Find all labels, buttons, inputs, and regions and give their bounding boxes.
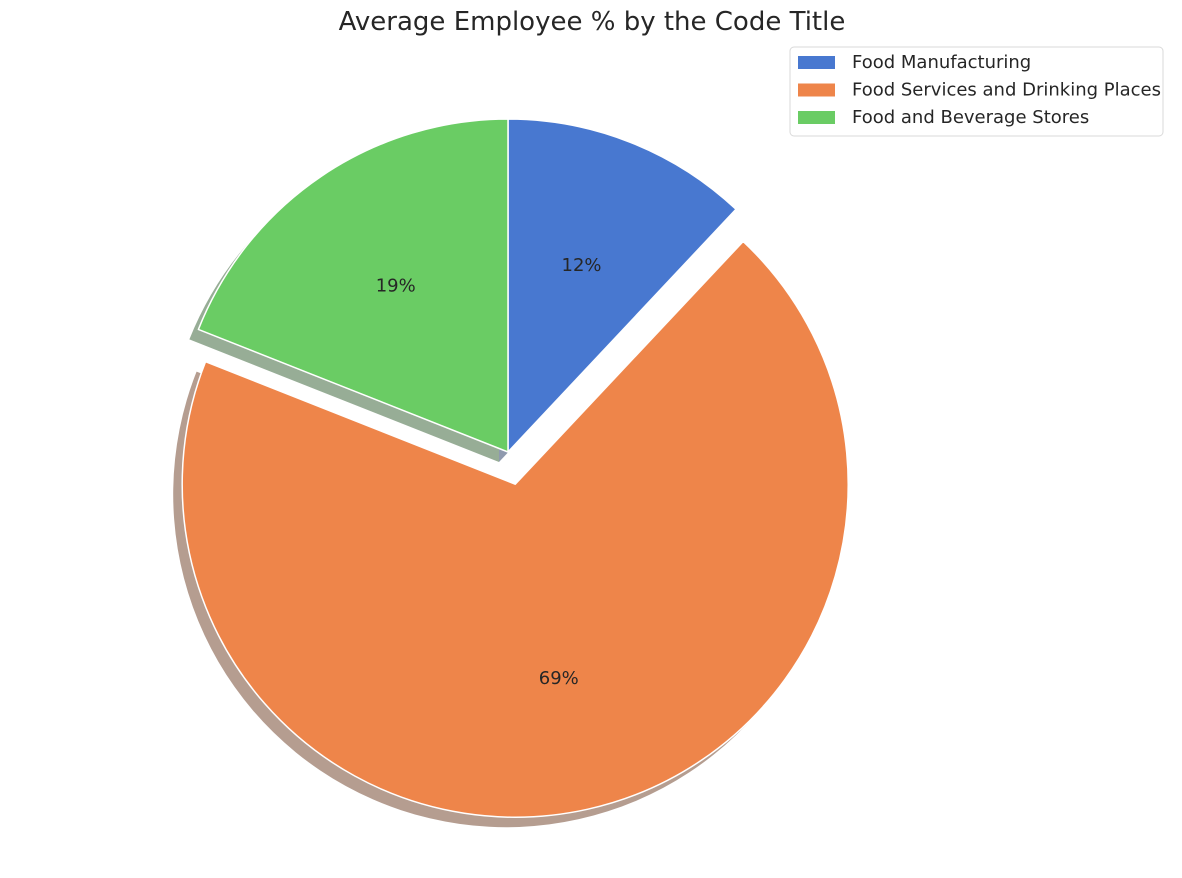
slice-label-food-services-and-drinking-places: 69%	[539, 668, 579, 689]
legend-label-food-manufacturing: Food Manufacturing	[852, 52, 1031, 73]
slice-label-food-and-beverage-stores: 19%	[376, 276, 416, 297]
pie-slices	[181, 118, 849, 818]
slice-label-food-manufacturing: 12%	[562, 255, 602, 276]
legend-swatch-food-manufacturing	[798, 56, 835, 69]
slice-food-services-and-drinking-places	[181, 240, 849, 818]
slice-food-and-beverage-stores	[197, 118, 509, 453]
slice-labels: 12% 69% 19%	[376, 255, 602, 689]
legend-frame	[789, 46, 1164, 137]
legend-swatch-food-services-and-drinking-places	[798, 83, 835, 97]
legend-label-food-services-and-drinking-places: Food Services and Drinking Places	[852, 80, 1161, 101]
chart-title: Average Employee % by the Code Title	[339, 7, 846, 37]
legend-swatch-food-and-beverage-stores	[798, 111, 835, 124]
slice-food-manufacturing	[507, 118, 737, 453]
legend-label-food-and-beverage-stores: Food and Beverage Stores	[852, 107, 1089, 128]
legend: Food Manufacturing Food Services and Drin…	[789, 46, 1164, 137]
